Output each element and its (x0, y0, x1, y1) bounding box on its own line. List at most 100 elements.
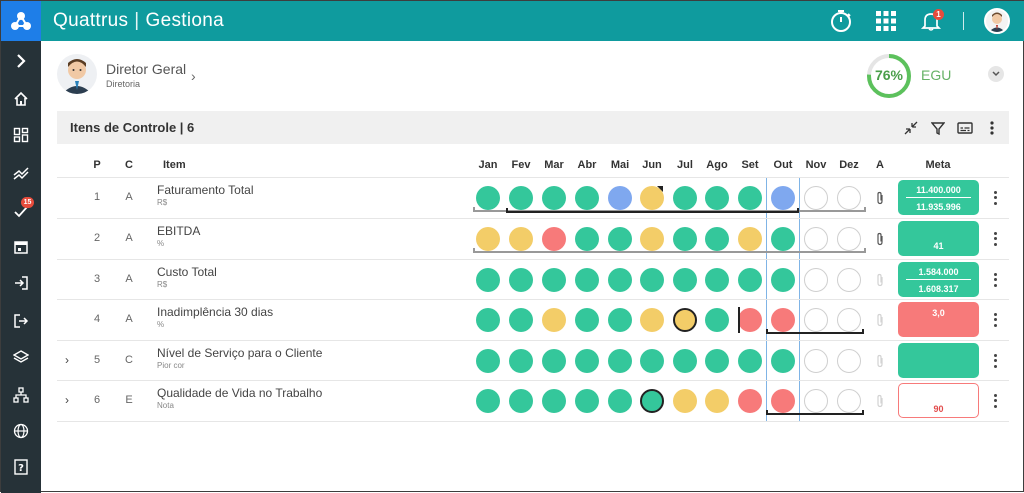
status-dot[interactable] (608, 307, 632, 332)
sidebar-item-globe[interactable] (1, 417, 41, 445)
status-dot[interactable] (705, 388, 729, 413)
status-dot[interactable] (476, 307, 500, 332)
col-header-meta[interactable]: Meta (925, 159, 951, 171)
expand-row-icon[interactable]: › (65, 392, 69, 407)
col-header-month[interactable]: Abr (577, 159, 597, 171)
meta-box[interactable] (898, 343, 979, 378)
status-dot[interactable] (542, 185, 566, 210)
item-name[interactable]: Custo Total (157, 265, 217, 279)
status-dot[interactable] (542, 348, 566, 373)
col-header-month[interactable]: Out (773, 159, 793, 171)
status-dot[interactable] (640, 348, 664, 373)
status-dot[interactable] (771, 226, 795, 251)
col-header-month[interactable]: Ago (706, 159, 728, 171)
status-dot[interactable] (673, 267, 697, 292)
col-header-a[interactable]: A (876, 159, 884, 171)
item-name[interactable]: Inadimplência 30 dias (157, 305, 274, 319)
sidebar-item-sitemap[interactable] (1, 381, 41, 409)
timer-icon[interactable] (828, 8, 854, 34)
status-dot[interactable] (608, 226, 632, 251)
meta-box[interactable]: 1.584.000 1.608.317 (898, 262, 979, 297)
status-dot[interactable] (575, 307, 599, 332)
status-dot[interactable] (476, 226, 500, 251)
sidebar-item-home[interactable] (1, 85, 41, 113)
collapse-button[interactable] (988, 66, 1004, 82)
col-header-month[interactable]: Mar (544, 159, 564, 171)
status-dot[interactable] (575, 348, 599, 373)
col-header-c[interactable]: C (125, 159, 133, 171)
status-dot[interactable] (509, 226, 533, 251)
status-dot[interactable] (673, 388, 697, 413)
status-dot[interactable] (837, 307, 861, 332)
meta-box[interactable]: 41 (898, 221, 979, 256)
status-dot[interactable] (542, 388, 566, 413)
status-dot[interactable] (509, 348, 533, 373)
status-dot[interactable] (608, 185, 632, 210)
status-dot[interactable] (738, 226, 762, 251)
status-dot[interactable] (476, 267, 500, 292)
status-dot[interactable] (640, 307, 664, 332)
col-header-p[interactable]: P (93, 159, 101, 171)
status-dot[interactable] (509, 267, 533, 292)
status-dot[interactable] (804, 267, 828, 292)
status-dot[interactable] (837, 267, 861, 292)
sidebar-item-tasks[interactable]: 15 (1, 197, 41, 225)
row-menu-icon[interactable] (992, 190, 998, 205)
status-dot[interactable] (771, 388, 795, 413)
meta-box[interactable]: 3,0 (898, 302, 979, 337)
status-dot[interactable] (476, 185, 500, 210)
attachment-icon[interactable] (875, 394, 885, 408)
chevron-right-icon[interactable]: › (191, 68, 196, 84)
apps-grid-icon[interactable] (873, 8, 899, 34)
filter-icon[interactable] (929, 119, 947, 137)
status-dot[interactable] (804, 226, 828, 251)
status-dot[interactable] (738, 348, 762, 373)
status-dot[interactable] (738, 185, 762, 210)
item-name[interactable]: EBITDA (157, 224, 201, 238)
meta-box[interactable]: 11.400.000 11.935.996 (898, 180, 979, 215)
row-menu-icon[interactable] (992, 231, 998, 246)
sidebar-item-logout[interactable] (1, 307, 41, 335)
status-dot[interactable] (542, 307, 566, 332)
row-menu-icon[interactable] (992, 272, 998, 287)
sidebar-item-login[interactable] (1, 269, 41, 297)
status-dot[interactable] (509, 388, 533, 413)
status-dot[interactable] (771, 185, 795, 210)
status-dot[interactable] (673, 348, 697, 373)
status-dot[interactable] (771, 307, 795, 332)
status-dot[interactable] (837, 388, 861, 413)
status-dot[interactable] (509, 307, 533, 332)
status-dot[interactable] (771, 348, 795, 373)
status-dot[interactable] (640, 388, 664, 413)
status-dot[interactable] (804, 307, 828, 332)
status-dot[interactable] (575, 185, 599, 210)
attachment-icon[interactable] (875, 273, 885, 287)
col-header-month[interactable]: Fev (511, 159, 531, 171)
attachment-icon[interactable] (875, 232, 885, 246)
status-dot[interactable] (837, 185, 861, 210)
status-dot[interactable] (640, 226, 664, 251)
status-dot[interactable] (673, 226, 697, 251)
status-dot[interactable] (608, 388, 632, 413)
status-dot[interactable] (640, 267, 664, 292)
sidebar-item-trend[interactable] (1, 159, 41, 187)
col-header-month[interactable]: Nov (805, 159, 827, 171)
status-dot[interactable] (804, 388, 828, 413)
col-header-month[interactable]: Set (741, 159, 759, 171)
status-dot[interactable] (705, 185, 729, 210)
status-dot[interactable] (738, 388, 762, 413)
status-dot[interactable] (673, 185, 697, 210)
col-header-month[interactable]: Jul (677, 159, 693, 171)
status-dot[interactable] (575, 388, 599, 413)
status-dot[interactable] (509, 185, 533, 210)
col-header-item[interactable]: Item (163, 159, 186, 171)
status-dot[interactable] (542, 226, 566, 251)
collapse-arrows-icon[interactable] (902, 119, 920, 137)
status-dot[interactable] (705, 307, 729, 332)
subtitles-icon[interactable] (956, 119, 974, 137)
attachment-icon[interactable] (875, 354, 885, 368)
sidebar-item-calendar[interactable] (1, 233, 41, 261)
status-dot[interactable] (804, 185, 828, 210)
sidebar-item-help[interactable]: ? (1, 453, 41, 481)
bell-icon[interactable]: 1 (918, 8, 944, 34)
